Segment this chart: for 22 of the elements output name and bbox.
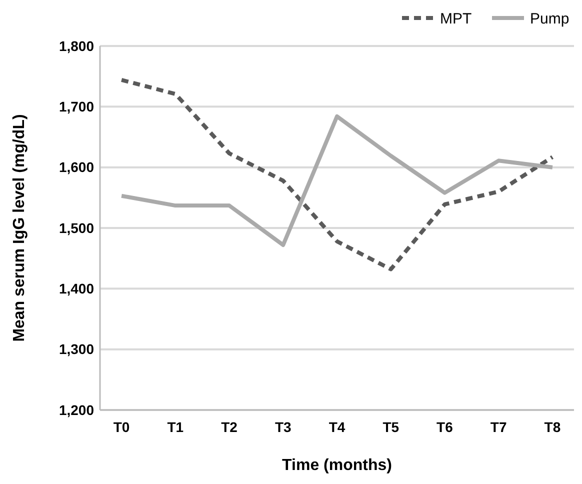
y-tick-label: 1,200: [58, 402, 94, 418]
x-tick-label: T2: [221, 419, 238, 435]
x-tick-label: T6: [436, 419, 454, 435]
x-tick-label: T0: [113, 419, 130, 435]
x-tick-label: T4: [328, 419, 346, 435]
legend-label: Pump: [530, 10, 570, 28]
y-tick-label: 1,700: [58, 98, 94, 115]
x-axis-title: Time (months): [282, 457, 392, 474]
y-tick-label: 1,400: [58, 280, 94, 297]
legend-label: MPT: [440, 10, 472, 28]
y-tick-label: 1,500: [58, 220, 94, 236]
x-tick-label: T7: [490, 419, 507, 435]
line-series: [120, 78, 554, 272]
x-tick-label: T1: [167, 419, 184, 435]
x-tick-label: T3: [274, 419, 292, 435]
x-tick-label: T5: [382, 419, 400, 435]
y-tick-label: 1,300: [58, 341, 94, 358]
y-axis-title: Mean serum IgG level (mg/dL): [11, 114, 28, 342]
y-tick-label: 1,800: [58, 38, 94, 54]
x-tick-label: T8: [544, 419, 561, 435]
line-series: [120, 114, 554, 247]
y-tick-label: 1,600: [58, 159, 94, 176]
